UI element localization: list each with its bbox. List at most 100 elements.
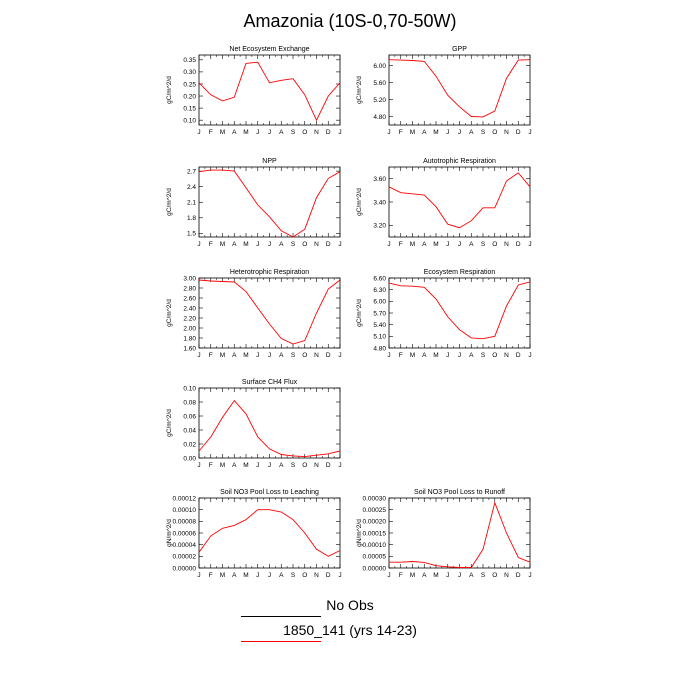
y-tick-label: 0.00025: [363, 507, 387, 514]
x-tick-label: J: [387, 241, 390, 248]
x-tick-label: N: [504, 241, 509, 248]
x-tick-label: J: [197, 241, 200, 248]
x-tick-label: M: [220, 129, 225, 136]
x-tick-label: J: [197, 462, 200, 469]
x-tick-label: J: [268, 572, 271, 579]
plot-frame: [388, 497, 531, 569]
y-axis-label: gN/m^2/d: [166, 519, 173, 547]
y-tick-label: 0.00030: [363, 495, 387, 502]
x-tick-label: J: [446, 241, 449, 248]
x-tick-label: J: [268, 462, 271, 469]
x-tick-label: J: [338, 572, 341, 579]
x-tick-label: J: [458, 129, 461, 136]
x-tick-label: J: [446, 129, 449, 136]
y-tick-label: 6.30: [373, 287, 386, 294]
series-line: [389, 501, 531, 568]
x-tick-label: F: [399, 241, 403, 248]
plot-frame: [198, 277, 341, 349]
x-tick-label: A: [422, 129, 427, 136]
x-tick-label: J: [387, 352, 390, 359]
y-tick-label: 0.08: [183, 399, 196, 406]
x-tick-label: J: [446, 352, 449, 359]
x-tick-label: J: [387, 572, 390, 579]
x-tick-label: F: [209, 129, 213, 136]
x-tick-label: J: [268, 352, 271, 359]
series-line: [198, 509, 341, 557]
x-tick-label: O: [302, 129, 307, 136]
y-tick-label: 6.00: [373, 63, 386, 70]
x-tick-label: J: [197, 129, 200, 136]
y-axis-label: gC/m^2/d: [356, 76, 363, 104]
x-tick-label: F: [399, 129, 403, 136]
x-tick-label: M: [243, 572, 248, 579]
x-tick-label: O: [492, 352, 497, 359]
chart-title: Ecosystem Respiration: [424, 269, 496, 276]
x-tick-label: S: [291, 352, 296, 359]
x-tick-label: S: [291, 241, 296, 248]
y-tick-label: 0.00008: [173, 519, 197, 526]
x-tick-label: F: [399, 572, 403, 579]
series-line: [388, 281, 531, 340]
x-tick-label: A: [422, 352, 427, 359]
x-tick-label: D: [326, 352, 331, 359]
x-tick-label: D: [326, 462, 331, 469]
plot-frame: [198, 166, 341, 238]
y-tick-label: 0.04: [183, 427, 196, 434]
plot-frame: [388, 277, 531, 349]
x-tick-label: D: [516, 129, 521, 136]
case-legend-line: [241, 641, 321, 642]
y-tick-label: 1.80: [183, 335, 196, 342]
y-tick-label: 1.5: [187, 231, 196, 238]
x-tick-label: O: [492, 129, 497, 136]
x-tick-label: N: [314, 352, 319, 359]
x-tick-label: O: [302, 352, 307, 359]
y-tick-label: 0.30: [183, 69, 196, 76]
y-tick-label: 0.00015: [363, 530, 387, 537]
chart-title: Soil NO3 Pool Loss to Leaching: [220, 489, 319, 496]
x-tick-label: D: [516, 352, 521, 359]
x-tick-label: J: [458, 352, 461, 359]
x-tick-label: D: [326, 572, 331, 579]
x-tick-label: M: [410, 352, 415, 359]
x-tick-label: M: [410, 129, 415, 136]
x-tick-label: F: [209, 462, 213, 469]
y-tick-label: 0.06: [183, 413, 196, 420]
plot-frame: [388, 166, 531, 238]
y-tick-label: 0.15: [183, 105, 196, 112]
plot-frame: [388, 54, 531, 126]
y-axis-label: gC/m^2/d: [166, 409, 173, 437]
x-tick-label: J: [338, 129, 341, 136]
x-tick-label: J: [446, 572, 449, 579]
x-tick-label: J: [256, 572, 259, 579]
y-tick-label: 5.70: [373, 310, 386, 317]
y-tick-label: 0.00000: [173, 565, 197, 572]
series-line: [198, 169, 341, 238]
x-tick-label: A: [232, 241, 237, 248]
x-tick-label: M: [243, 129, 248, 136]
x-tick-label: A: [279, 462, 284, 469]
x-tick-label: D: [326, 241, 331, 248]
x-tick-label: J: [387, 129, 390, 136]
y-tick-label: 0.02: [183, 441, 196, 448]
x-tick-label: O: [492, 241, 497, 248]
x-tick-label: D: [516, 241, 521, 248]
chart-title: Surface CH4 Flux: [242, 379, 298, 386]
y-tick-label: 2.4: [187, 184, 196, 191]
x-tick-label: F: [399, 352, 403, 359]
series-line: [388, 59, 531, 118]
chart-title: Soil NO3 Pool Loss to Runoff: [414, 489, 505, 496]
x-tick-label: D: [516, 572, 521, 579]
x-tick-label: J: [197, 572, 200, 579]
x-tick-label: M: [433, 572, 438, 579]
y-axis-label: gC/m^2/d: [166, 299, 173, 327]
x-tick-label: J: [268, 241, 271, 248]
x-tick-label: F: [209, 241, 213, 248]
y-tick-label: 0.00000: [363, 565, 387, 572]
x-tick-label: J: [528, 129, 531, 136]
x-tick-label: A: [279, 572, 284, 579]
